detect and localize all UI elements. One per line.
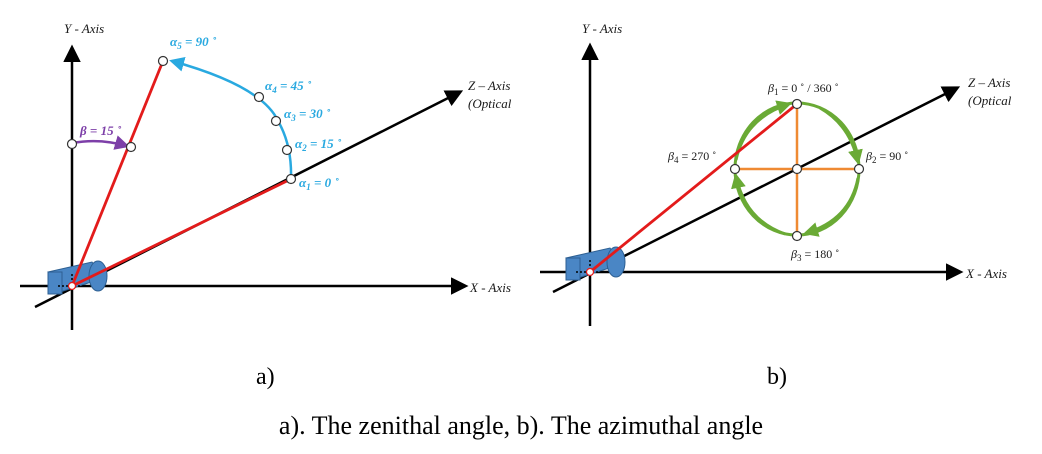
x-axis-label-b: X - Axis [965, 266, 1007, 281]
y-axis-label-b: Y - Axis [582, 21, 622, 36]
z-axis-sub-b: (Optical [968, 93, 1012, 108]
beta-label-3: β3 = 180 ˚ [790, 247, 839, 263]
arrow-beta-4 [731, 173, 786, 236]
z-axis-label-b: Z – Axis [968, 75, 1010, 90]
point-beta-1 [791, 98, 803, 110]
alpha-label-3: α3 = 30 ˚ [284, 106, 331, 123]
point-alpha-4 [253, 91, 265, 103]
point-beta-2 [853, 163, 865, 175]
origin-a [67, 281, 77, 291]
alpha-label-2: α2 = 15 ˚ [295, 136, 342, 153]
point-center [791, 163, 803, 175]
panel-b: Y - Axis X - Axis Z – Axis (Optical β1 =… [540, 21, 1012, 326]
camera-icon [47, 260, 108, 298]
z-axis-sub-a: (Optical [468, 96, 512, 111]
alpha-label-5: α5 = 90 ˚ [170, 34, 217, 51]
figure-caption: a). The zenithal angle, b). The azimutha… [279, 411, 763, 440]
point-alpha-5 [157, 55, 169, 67]
panel-label-b: b) [767, 364, 787, 390]
alpha-label-4: α4 = 45 ˚ [265, 78, 312, 95]
point-beta-start [66, 138, 78, 150]
point-alpha-2 [281, 144, 293, 156]
panel-a: Y - Axis X - Axis Z – Axis (Optical β = … [20, 21, 512, 330]
x-axis-label-a: X - Axis [469, 280, 511, 295]
point-beta-3 [791, 230, 803, 242]
beta-label-2: β2 = 90 ˚ [865, 149, 908, 165]
point-beta-4 [729, 163, 741, 175]
arrow-beta-2 [819, 106, 863, 165]
y-axis-label-a: Y - Axis [64, 21, 104, 36]
panel-label-a: a) [256, 364, 275, 390]
red-ray-zenith [70, 60, 165, 287]
origin-b [585, 267, 595, 277]
arrow-beta-3 [803, 177, 860, 237]
point-beta-end [125, 141, 137, 153]
red-ray-b [589, 102, 798, 274]
red-ray-optical [71, 177, 292, 288]
beta-arc [71, 135, 130, 150]
alpha-label-1: α1 = 0 ˚ [299, 175, 339, 192]
beta-label-a: β = 15 ˚ [79, 123, 122, 138]
z-axis-label-a: Z – Axis [468, 78, 510, 93]
beta-label-1: β1 = 0 ˚ / 360 ˚ [767, 81, 839, 97]
point-alpha-1 [285, 173, 297, 185]
point-alpha-3 [270, 115, 282, 127]
beta-label-4: β4 = 270 ˚ [667, 149, 716, 165]
camera-icon [565, 246, 626, 284]
alpha-arc [169, 56, 293, 180]
